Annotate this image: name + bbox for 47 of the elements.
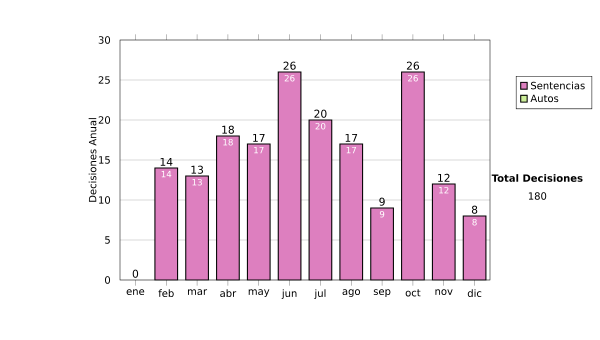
y-tick-label: 30 [98, 36, 110, 44]
data-label: 8 [472, 218, 477, 226]
x-tick-label: abr [220, 289, 236, 298]
x-tick-label: sep [374, 289, 390, 297]
legend-label: Sentencias [531, 82, 585, 90]
y-tick-label: 5 [105, 236, 110, 244]
total-label: 17 [253, 134, 265, 142]
data-label: 20 [316, 122, 326, 130]
y-tick-label: 15 [99, 156, 110, 164]
total-label: 0 [132, 270, 138, 278]
data-label: 26 [284, 74, 295, 82]
y-tick-label: 25 [98, 76, 110, 84]
total-label: 12 [438, 174, 450, 182]
y-tick-label: 0 [105, 276, 110, 284]
x-tick-label: nov [435, 289, 453, 296]
total-label: 26 [406, 62, 420, 70]
x-tick-label: oct [406, 289, 420, 296]
data-label: 17 [254, 146, 264, 154]
data-label: 18 [223, 138, 233, 146]
y-tick-label: 20 [98, 116, 110, 124]
total-label: 18 [222, 126, 234, 134]
x-tick-label: jun [282, 289, 296, 299]
x-tick-label: may [248, 289, 270, 297]
data-label: 12 [439, 186, 448, 194]
text: Total Decisiones [492, 174, 583, 182]
total-label: 17 [346, 134, 358, 142]
text: 180 [528, 192, 546, 200]
x-tick-label: feb [158, 289, 174, 298]
x-tick-label: jul [314, 289, 326, 299]
x-tick-label: dic [468, 289, 482, 298]
total-label: 9 [379, 198, 385, 206]
total-label: 26 [284, 62, 296, 70]
total-label: 13 [191, 166, 204, 174]
x-tick-label: ago [342, 289, 360, 297]
data-label: 26 [408, 74, 418, 82]
legend-label: Autos [530, 94, 558, 102]
data-label: 9 [380, 210, 384, 218]
y-tick-label: 10 [99, 196, 110, 204]
y-axis-title: Decisiones Anual [88, 118, 96, 202]
total-label: 20 [314, 110, 326, 118]
total-label: 14 [160, 158, 172, 166]
x-tick-label: mar [188, 289, 208, 296]
data-label: 13 [192, 178, 202, 186]
x-tick-label: ene [126, 289, 144, 296]
data-label: 14 [162, 170, 172, 178]
data-label: 17 [346, 146, 356, 154]
total-label: 8 [472, 206, 478, 214]
